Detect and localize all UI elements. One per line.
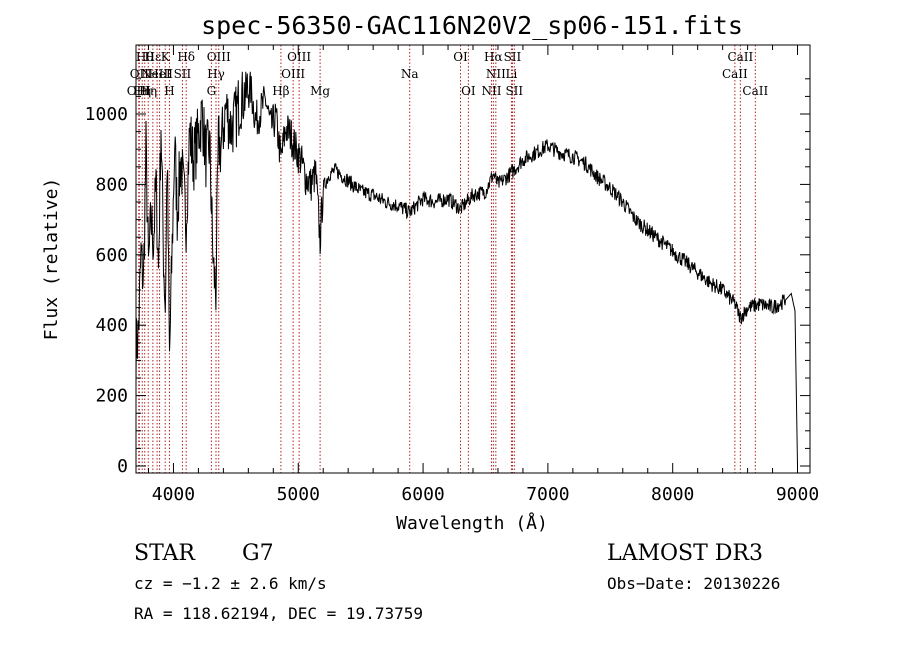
line-label-4: Hη — [139, 84, 157, 98]
line-label-19: Na — [401, 67, 419, 81]
line-label-8: K — [161, 50, 171, 64]
line-label-5: Hε — [145, 50, 162, 64]
line-label-1: OII — [130, 67, 150, 81]
line-label-15: Hβ — [272, 84, 289, 98]
chart-title: spec-56350-GAC116N20V2_sp06-151.fits — [201, 11, 743, 40]
y-tick-label: 400 — [95, 315, 128, 336]
x-tick-label: 7000 — [526, 484, 569, 505]
x-tick-label: 4000 — [152, 484, 195, 505]
line-label-3: Hθ — [136, 50, 154, 64]
line-label-12: G — [207, 84, 217, 98]
y-tick-label: 0 — [117, 456, 128, 477]
line-label-9: H — [164, 84, 174, 98]
subclass: G7 — [242, 541, 274, 566]
x-tick-label: 9000 — [776, 484, 819, 505]
spectrum-line — [135, 71, 798, 467]
line-label-25: Li — [506, 67, 518, 81]
line-label-30: CaII — [742, 84, 768, 98]
y-tick-label: 200 — [95, 386, 128, 407]
spectrum-series — [135, 71, 798, 467]
y-axis-label: Flux (relative) — [41, 178, 62, 341]
line-label-28: CaII — [722, 67, 748, 81]
y-tick-label: 800 — [95, 174, 128, 195]
coordinates: RA = 118.62194, DEC = 19.73759 — [134, 604, 423, 623]
y-tick-label: 1000 — [85, 104, 128, 125]
emission-line-labels: OIIIOIIHηHθHηHεNeIIIHeIKHSIIHδGHγOIIIHβO… — [127, 50, 769, 98]
x-axis-label: Wavelength (Å) — [396, 512, 548, 534]
line-label-6: NeIII — [141, 67, 173, 81]
line-label-20: OI — [453, 50, 468, 64]
line-label-2: Hη — [133, 84, 151, 98]
x-tick-label: 5000 — [277, 484, 320, 505]
cz-value: cz = −1.2 ± 2.6 km/s — [134, 574, 327, 593]
x-tick-label: 6000 — [401, 484, 444, 505]
line-label-11: Hδ — [177, 50, 195, 64]
x-axis: 4000 5000 6000 7000 8000 9000 — [147, 45, 819, 505]
line-label-21: OI — [461, 84, 476, 98]
emission-line-markers — [138, 45, 756, 473]
line-label-10: SII — [174, 67, 192, 81]
object-class: STAR — [134, 541, 196, 566]
line-label-14: OIII — [207, 50, 231, 64]
survey-name: LAMOST DR3 — [607, 541, 763, 566]
line-label-23: Hα — [484, 50, 503, 64]
line-label-0: OIII — [127, 84, 151, 98]
line-label-13: Hγ — [207, 67, 225, 81]
line-label-26: SII — [504, 50, 522, 64]
y-tick-label: 600 — [95, 245, 128, 266]
line-label-24: NII — [486, 67, 506, 81]
line-label-29: CaII — [727, 50, 753, 64]
line-label-7: HeI — [148, 67, 171, 81]
y-axis: 0 200 400 600 800 1000 — [85, 78, 810, 477]
line-label-27: SII — [505, 84, 523, 98]
line-label-22: NII — [481, 84, 501, 98]
x-tick-label: 8000 — [651, 484, 694, 505]
obs-date: Obs−Date: 20130226 — [607, 574, 780, 593]
line-label-16: OIII — [281, 67, 305, 81]
line-label-17: OIII — [287, 50, 311, 64]
line-label-18: Mg — [310, 84, 330, 98]
